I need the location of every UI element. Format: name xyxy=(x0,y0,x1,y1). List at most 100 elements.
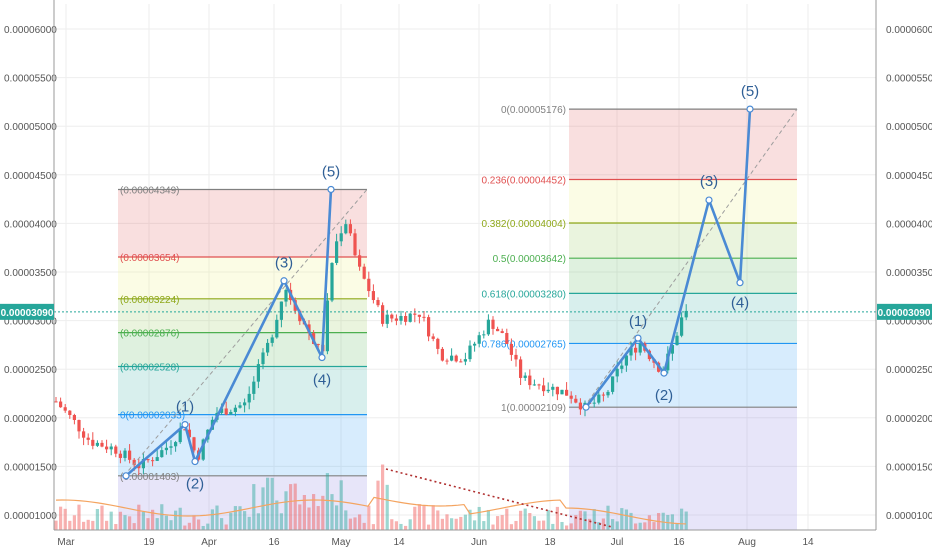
volume-bar xyxy=(348,518,352,530)
candle-body xyxy=(482,334,486,336)
elliott-waves: (1) (2) (3) (4) (5) (1) (2) (3) (4) (5) xyxy=(122,83,759,493)
candle-body xyxy=(169,446,173,448)
fib-level-label: 0.5(0.00003642) xyxy=(493,254,566,265)
candle-body xyxy=(615,368,619,377)
wave-label: (5) xyxy=(741,83,759,100)
candle-body xyxy=(358,255,362,267)
volume-bar xyxy=(105,520,109,530)
volume-bar xyxy=(312,494,316,530)
candle-body xyxy=(59,401,63,408)
y-tick-label-left: 0.00001000 xyxy=(4,511,57,522)
wave-node xyxy=(191,457,199,466)
volume-bar xyxy=(220,518,224,530)
y-tick-label-right: 0.00001000 xyxy=(886,511,932,522)
volume-bar xyxy=(210,509,214,530)
candle-body xyxy=(436,338,440,349)
volume-bar xyxy=(532,516,536,530)
volume-bar xyxy=(178,507,182,530)
volume-bar xyxy=(316,506,320,530)
candle-body xyxy=(537,384,541,386)
volume-bar xyxy=(109,511,113,530)
volume-bar xyxy=(450,518,454,530)
volume-bar xyxy=(427,524,431,530)
candle-body xyxy=(151,460,155,462)
volume-bar xyxy=(344,510,348,530)
candle-body xyxy=(270,337,274,343)
candle-body xyxy=(109,446,113,450)
x-tick-label: May xyxy=(332,537,351,548)
fib-zone xyxy=(569,258,797,294)
volume-bar xyxy=(123,515,127,530)
candle-body xyxy=(367,278,371,292)
candle-body xyxy=(348,224,352,234)
candle-body xyxy=(146,459,150,461)
candle-body xyxy=(551,386,555,390)
volume-bar xyxy=(473,520,477,530)
volume-bar xyxy=(643,522,647,530)
volume-bar xyxy=(339,480,343,530)
volume-bar xyxy=(229,512,233,530)
x-tick-label: 19 xyxy=(143,537,155,548)
volume-bar xyxy=(422,505,426,530)
volume-bar xyxy=(238,506,242,530)
volume-bar xyxy=(54,520,58,530)
y-tick-label-right: 0.00004500 xyxy=(886,171,932,182)
wave-node xyxy=(318,353,326,362)
volume-bar xyxy=(160,504,164,530)
candle-body xyxy=(546,389,550,392)
candle-body xyxy=(606,391,610,396)
volume-bar xyxy=(275,500,279,530)
fib-zone xyxy=(118,414,367,476)
volume-bar xyxy=(652,522,656,530)
candle-body xyxy=(670,345,674,354)
volume-bar xyxy=(321,495,325,530)
volume-bar xyxy=(215,505,219,530)
volume-bar xyxy=(128,516,132,530)
price-tag-right-text: 0.00003090 xyxy=(878,308,931,319)
candle-body xyxy=(68,410,72,416)
candle-body xyxy=(445,360,449,362)
volume-bar xyxy=(91,520,95,530)
y-tick-label-right: 0.00002000 xyxy=(886,414,932,425)
volume-bar xyxy=(459,516,463,530)
candle-body xyxy=(477,335,481,344)
volume-bar xyxy=(118,511,122,530)
candle-body xyxy=(114,446,118,454)
candle-body xyxy=(105,446,109,450)
candle-body xyxy=(404,316,408,322)
y-tick-label-right: 0.00004000 xyxy=(886,219,932,230)
y-tick-label-right: 0.00003500 xyxy=(886,268,932,279)
y-tick-label-left: 0.00002500 xyxy=(4,365,57,376)
volume-bar xyxy=(335,505,339,530)
candle-body xyxy=(574,398,578,403)
volume-bar xyxy=(500,515,504,530)
volume-bar xyxy=(169,520,173,530)
fib-zone-base xyxy=(118,475,367,530)
candle-body xyxy=(82,431,86,438)
volume-bar xyxy=(523,508,527,530)
volume-bar xyxy=(569,523,573,530)
candle-body xyxy=(569,395,573,399)
candle-body xyxy=(597,394,601,403)
volume-bar xyxy=(661,512,665,530)
candle-body xyxy=(178,429,182,443)
fib-zone xyxy=(118,189,367,258)
candle-body xyxy=(592,402,596,404)
y-tick-label-left: 0.00004000 xyxy=(4,219,57,230)
volume-bar xyxy=(445,514,449,530)
fib-zone xyxy=(118,366,367,415)
candle-body xyxy=(183,429,187,431)
volume-bar xyxy=(629,512,633,530)
y-tick-label-left: 0.00003500 xyxy=(4,268,57,279)
volume-bars xyxy=(54,464,688,530)
volume-bar xyxy=(390,519,394,530)
candle-body xyxy=(54,401,58,403)
volume-bar xyxy=(307,507,311,530)
candle-body xyxy=(523,375,527,378)
candle-body xyxy=(128,450,132,460)
fib-level-label: (0.00004349) xyxy=(120,185,180,196)
candle-body xyxy=(629,347,633,356)
